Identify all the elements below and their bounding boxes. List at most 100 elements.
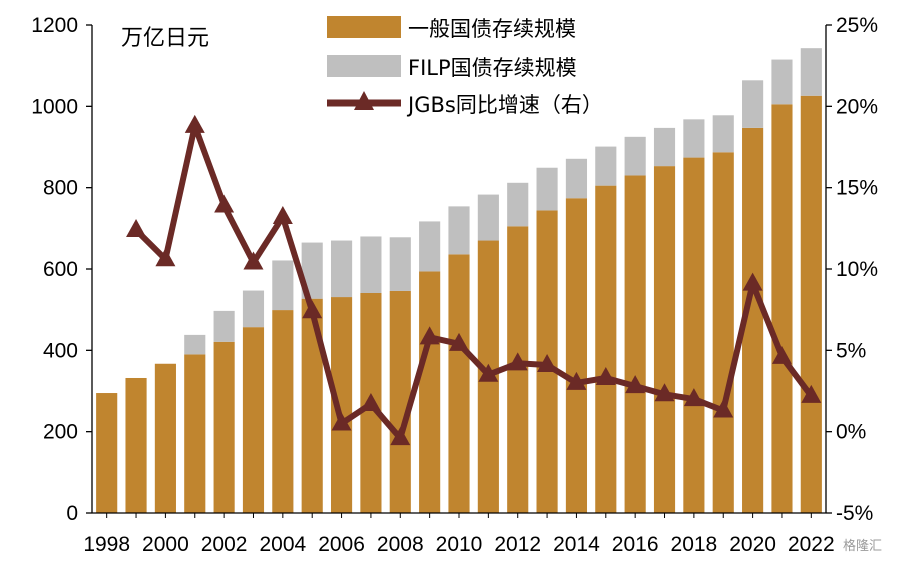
bar-general-2020 <box>742 127 764 514</box>
bar-general-1998 <box>96 393 118 513</box>
bar-general-2005 <box>301 298 323 513</box>
bar-general-2022 <box>800 95 822 513</box>
x-tick-label-2000: 2000 <box>142 533 189 556</box>
growth-marker-2000 <box>155 248 176 267</box>
growth-marker-2022 <box>801 384 822 403</box>
x-tick-label-2012: 2012 <box>494 533 541 556</box>
bar-filp-2015 <box>595 146 617 186</box>
growth-marker-2016 <box>625 375 646 394</box>
x-tick-label-2002: 2002 <box>201 533 248 556</box>
right-tick-label-6: 25% <box>836 14 878 37</box>
legend-label-growth: JGBs同比增速（右） <box>406 93 603 117</box>
x-tick-label-2008: 2008 <box>377 533 424 556</box>
growth-marker-2004 <box>272 205 293 224</box>
x-tick-label-2018: 2018 <box>671 533 718 556</box>
bar-filp-2014 <box>565 158 588 199</box>
bar-filp-2021 <box>771 59 793 105</box>
bar-general-2019 <box>712 152 734 513</box>
bar-filp-2008 <box>389 237 411 291</box>
legend-label-general: 一般国债存续规模 <box>408 17 576 41</box>
bar-general-2018 <box>683 157 705 513</box>
x-axis-ticks: 1998 2000 2002 2004 2006 2008 2010 2012 2014 2016… <box>83 513 835 556</box>
growth-marker-2015 <box>595 366 616 385</box>
bar-filp-2004 <box>272 260 294 311</box>
x-tick-label-1998: 1998 <box>83 533 130 556</box>
growth-marker-2020 <box>742 272 763 291</box>
bar-general-2021 <box>771 104 793 514</box>
legend-marker-growth <box>354 91 374 110</box>
right-tick-label-4: 15% <box>836 177 878 200</box>
bar-filp-2002 <box>213 310 235 342</box>
growth-marker-2010 <box>449 332 469 351</box>
growth-marker-2013 <box>537 353 558 372</box>
growth-marker-2019 <box>713 399 734 418</box>
bar-general-2002 <box>213 341 235 513</box>
left-tick-label-200: 200 <box>43 421 78 444</box>
left-tick-label-800: 800 <box>43 177 78 200</box>
bar-general-2004 <box>272 310 294 513</box>
x-tick-label-2022: 2022 <box>788 533 835 556</box>
right-tick-label-3: 10% <box>836 258 878 281</box>
bar-general-2010 <box>448 254 470 514</box>
bar-filp-2012 <box>507 182 529 227</box>
bars-layer <box>96 48 822 514</box>
growth-marker-2003 <box>243 251 264 270</box>
left-tick-label-1000: 1000 <box>31 95 78 118</box>
left-tick-label-0: 0 <box>66 502 78 525</box>
right-tick-label-2: 5% <box>836 339 866 362</box>
legend-label-filp: FILP国债存续规模 <box>408 56 577 80</box>
bar-general-2006 <box>330 297 353 513</box>
growth-marker-2008 <box>390 427 411 446</box>
left-tick-label-1200: 1200 <box>31 14 78 37</box>
growth-marker-2006 <box>331 412 352 431</box>
growth-line <box>133 122 814 442</box>
growth-marker-2005 <box>302 300 323 319</box>
x-tick-label-2020: 2020 <box>729 533 776 556</box>
legend: 一般国债存续规模 FILP国债存续规模 JGBs同比增速（右） <box>327 16 603 117</box>
bar-filp-2006 <box>330 240 353 298</box>
bar-general-2008 <box>389 290 411 513</box>
growth-marker-2012 <box>507 352 528 371</box>
bar-filp-2013 <box>536 167 558 211</box>
x-tick-label-2016: 2016 <box>612 533 659 556</box>
bar-general-2016 <box>624 175 646 513</box>
right-tick-label-1: 0% <box>836 421 866 444</box>
left-axis-ticks: 0 200 400 600 800 1000 1200 <box>31 14 92 525</box>
bar-filp-2001 <box>184 334 206 355</box>
x-tick-label-2004: 2004 <box>259 533 306 556</box>
bar-filp-2020 <box>742 80 764 128</box>
bar-general-2009 <box>419 271 441 513</box>
bar-general-2015 <box>595 185 617 513</box>
left-tick-label-400: 400 <box>43 339 78 362</box>
legend-swatch-general <box>327 16 401 38</box>
growth-marker-2011 <box>478 363 499 382</box>
x-tick-label-2014: 2014 <box>553 533 600 556</box>
growth-line-layer <box>126 114 822 446</box>
x-tick-label-2006: 2006 <box>318 533 365 556</box>
bar-general-2003 <box>242 327 265 513</box>
x-tick-label-2010: 2010 <box>436 533 483 556</box>
bar-general-2014 <box>565 198 588 514</box>
bar-general-1999 <box>125 377 147 513</box>
bar-filp-2003 <box>242 290 265 328</box>
bar-filp-2022 <box>800 48 822 96</box>
bar-filp-2011 <box>477 194 499 241</box>
bar-general-2000 <box>154 363 176 513</box>
bar-filp-2019 <box>712 115 734 153</box>
bar-general-2001 <box>184 354 206 513</box>
bar-filp-2016 <box>624 136 646 176</box>
watermark: 格隆汇 <box>843 538 882 554</box>
bar-filp-2017 <box>653 127 676 167</box>
right-axis-ticks: -5% 0% 5% 10% 15% 20% 25% <box>826 14 878 525</box>
bar-filp-2010 <box>448 206 470 255</box>
left-tick-label-600: 600 <box>43 258 78 281</box>
unit-label: 万亿日元 <box>121 26 209 51</box>
legend-swatch-filp <box>327 55 401 77</box>
growth-marker-2018 <box>683 388 704 407</box>
growth-marker-2007 <box>360 393 381 412</box>
growth-marker-2017 <box>654 383 675 402</box>
growth-marker-2014 <box>566 371 587 390</box>
right-tick-label-0: -5% <box>836 502 873 525</box>
growth-marker-2021 <box>771 345 792 364</box>
